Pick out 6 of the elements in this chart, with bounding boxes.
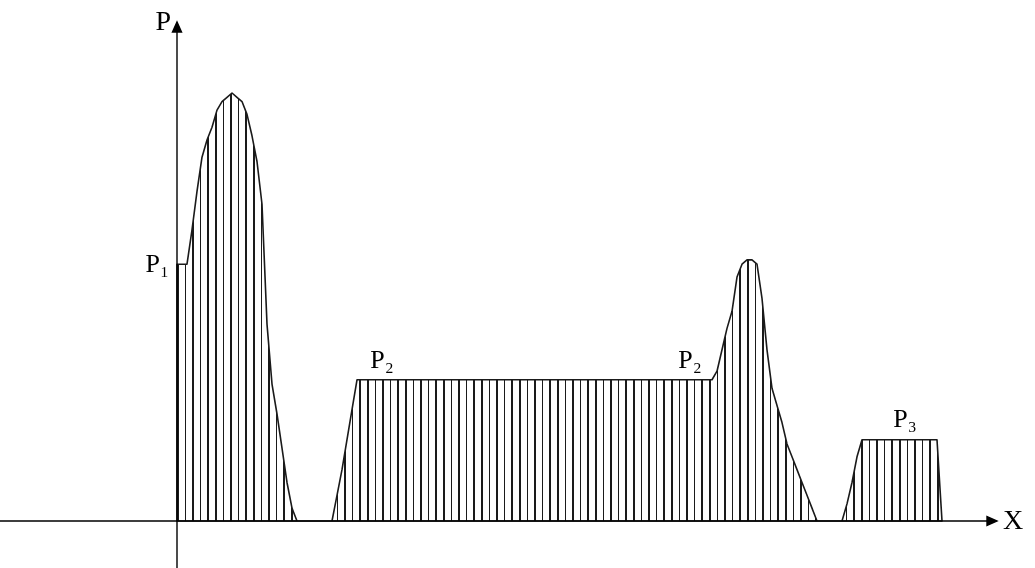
annotation: P₃	[893, 403, 917, 433]
annotation: P₂	[678, 344, 702, 374]
y-axis-title: P	[155, 5, 171, 36]
text: P₁	[145, 249, 169, 278]
annotation: P₂	[370, 344, 394, 374]
x-axis-title: X	[1003, 504, 1024, 535]
